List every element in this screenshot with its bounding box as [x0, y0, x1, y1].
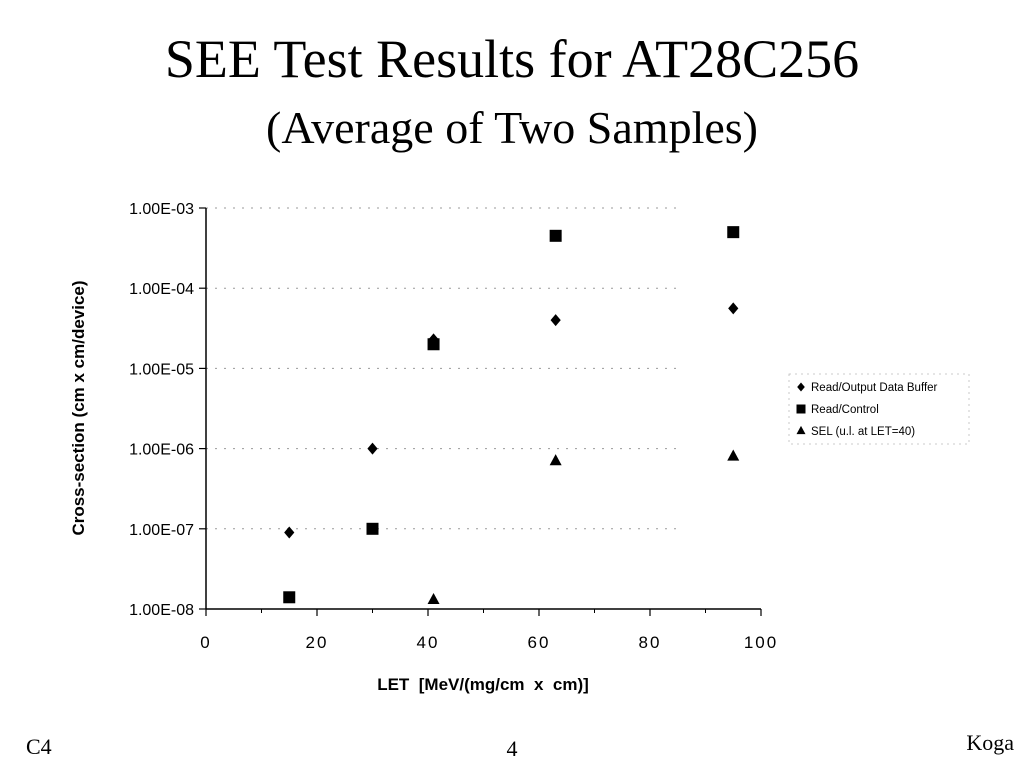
legend-box [788, 373, 970, 445]
y-tick-label: 1.00E-05 [129, 361, 194, 378]
legend-marker-diamond [797, 382, 805, 392]
x-tick-label: 20 [306, 633, 329, 652]
data-point-triangle [427, 592, 440, 605]
data-point-square [366, 522, 379, 535]
data-point-diamond [284, 526, 295, 539]
x-tick-label: 0 [200, 633, 211, 652]
legend: Read/Output Data Buffer Read/Control SEL (… [788, 373, 970, 445]
slide-number: 4 [506, 736, 518, 761]
data-points [283, 226, 740, 605]
legend-label: SEL (u.l. at LET=40) [811, 426, 915, 438]
legend-marker-triangle [796, 425, 806, 435]
data-point-square [427, 338, 440, 351]
x-axis-ticks: 0 20 40 60 80 100 [200, 609, 778, 652]
slide-title: SEE Test Results for AT28C256 [164, 29, 860, 89]
x-axis-label: LET [MeV/(mg/cm x cm)] [377, 675, 589, 694]
data-point-diamond [728, 302, 739, 315]
data-point-square [283, 591, 296, 604]
gridlines [206, 207, 681, 530]
chart-axes [205, 208, 761, 610]
y-axis-label: Cross-section (cm x cm/device) [69, 280, 88, 535]
x-tick-label: 80 [639, 633, 662, 652]
data-point-triangle [727, 449, 740, 461]
x-tick-label: 40 [417, 633, 440, 652]
footer-left: C4 [26, 734, 52, 759]
data-point-diamond [367, 442, 378, 455]
y-axis-ticks: 1.00E-08 1.00E-07 1.00E-06 1.00E-05 1.00E-04… [129, 201, 206, 619]
y-tick-label: 1.00E-04 [129, 281, 194, 298]
legend-label: Read/Control [811, 404, 879, 416]
legend-marker-square [796, 404, 806, 414]
x-tick-label: 60 [528, 633, 551, 652]
data-point-square [549, 229, 562, 242]
y-tick-label: 1.00E-03 [129, 201, 194, 218]
y-tick-label: 1.00E-06 [129, 442, 194, 459]
legend-label: Read/Output Data Buffer [811, 382, 938, 394]
data-point-triangle [549, 454, 562, 466]
y-tick-label: 1.00E-08 [129, 602, 194, 619]
data-point-diamond [550, 314, 561, 327]
y-tick-label: 1.00E-07 [129, 522, 194, 539]
x-tick-label: 100 [744, 633, 778, 652]
footer-right: Koga [966, 730, 1014, 755]
slide-subtitle: (Average of Two Samples) [266, 102, 758, 153]
data-point-square [727, 226, 740, 239]
